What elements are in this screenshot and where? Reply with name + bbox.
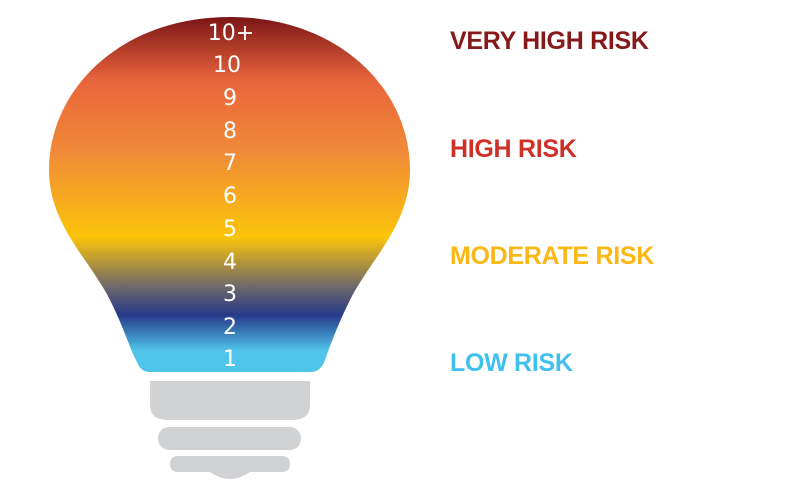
scale-number: 10+ [208,21,254,46]
label-low-risk: LOW RISK [450,349,573,377]
scale-number: 6 [223,184,237,209]
label-high-risk: HIGH RISK [450,135,577,163]
bulb-base-thread [158,427,301,450]
scale-number: 10 [213,53,241,78]
label-moderate-risk: MODERATE RISK [450,242,654,270]
scale-number: 4 [223,250,237,275]
scale-number: 3 [223,282,237,307]
bulb-glass [49,17,410,372]
scale-number: 7 [223,151,237,176]
scale-number: 8 [223,119,237,144]
bulb-base-tip [170,456,290,479]
scale-number: 5 [223,217,237,242]
scale-number: 2 [223,315,237,340]
scale-number: 1 [223,347,237,372]
bulb-base-neck [150,381,310,420]
scale-number: 9 [223,86,237,111]
label-very-high-risk: VERY HIGH RISK [450,27,649,55]
risk-scale-numbers: 10+ 10 9 8 7 6 5 4 3 2 1 [208,21,254,372]
